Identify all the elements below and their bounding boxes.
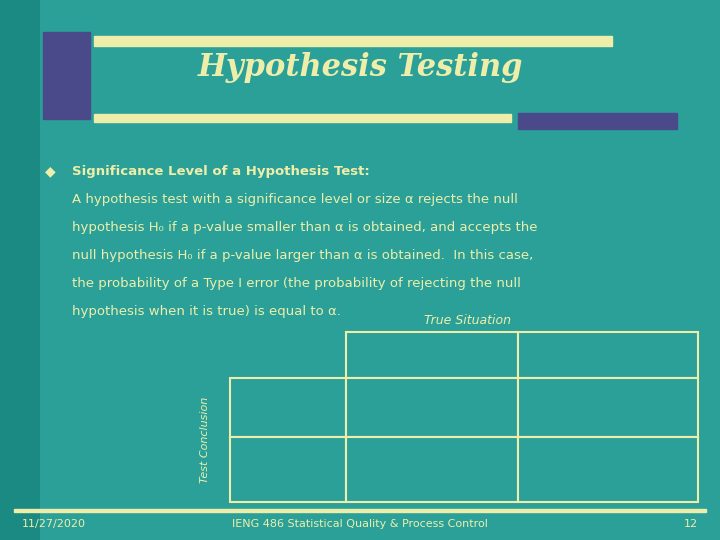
Text: Type II Error (β): Type II Error (β) <box>549 401 667 414</box>
Bar <box>0 0 40 540</box>
Bar <box>518 332 698 378</box>
Text: null hypothesis H₀ if a p-value larger than α is obtained.  In this case,: null hypothesis H₀ if a p-value larger t… <box>72 249 534 262</box>
Text: CORRECT: CORRECT <box>392 400 472 415</box>
Text: CORRECT: CORRECT <box>569 462 648 477</box>
Text: H₀ is True: H₀ is True <box>402 348 462 362</box>
Text: Type I Error
(α): Type I Error (α) <box>389 456 475 484</box>
Text: the probability of a Type I error (the probability of rejecting the null: the probability of a Type I error (the p… <box>72 277 521 290</box>
Text: H₀ is False: H₀ is False <box>576 348 641 362</box>
Bar <box>518 113 677 129</box>
Bar <box>518 437 698 502</box>
Text: Hypothesis Testing: Hypothesis Testing <box>197 52 523 83</box>
Text: A hypothesis test with a significance level or size α rejects the null: A hypothesis test with a significance le… <box>72 193 518 206</box>
Bar <box>14 509 706 512</box>
Text: hypothesis when it is true) is equal to α.: hypothesis when it is true) is equal to … <box>72 305 341 318</box>
Text: 11/27/2020: 11/27/2020 <box>22 519 86 529</box>
Text: H₀ is
False: H₀ is False <box>271 456 305 484</box>
Text: Test Conclusion: Test Conclusion <box>200 397 210 483</box>
Bar <box>346 378 518 437</box>
Bar <box>518 378 698 437</box>
Text: hypothesis H₀ if a p-value smaller than α is obtained, and accepts the: hypothesis H₀ if a p-value smaller than … <box>72 221 538 234</box>
Bar <box>346 437 518 502</box>
Bar <box>346 332 518 378</box>
Text: True Situation: True Situation <box>425 314 511 327</box>
Text: H₀ is True: H₀ is True <box>258 401 318 414</box>
Text: IENG 486 Statistical Quality & Process Control: IENG 486 Statistical Quality & Process C… <box>232 519 488 529</box>
Bar <box>94 36 612 46</box>
Bar <box>43 32 90 119</box>
Text: Significance Level of a Hypothesis Test:: Significance Level of a Hypothesis Test: <box>72 165 370 178</box>
Bar <box>230 378 346 437</box>
Bar <box>94 114 511 122</box>
Text: 12: 12 <box>684 519 698 529</box>
Bar <box>230 437 346 502</box>
Text: ◆: ◆ <box>45 165 55 179</box>
